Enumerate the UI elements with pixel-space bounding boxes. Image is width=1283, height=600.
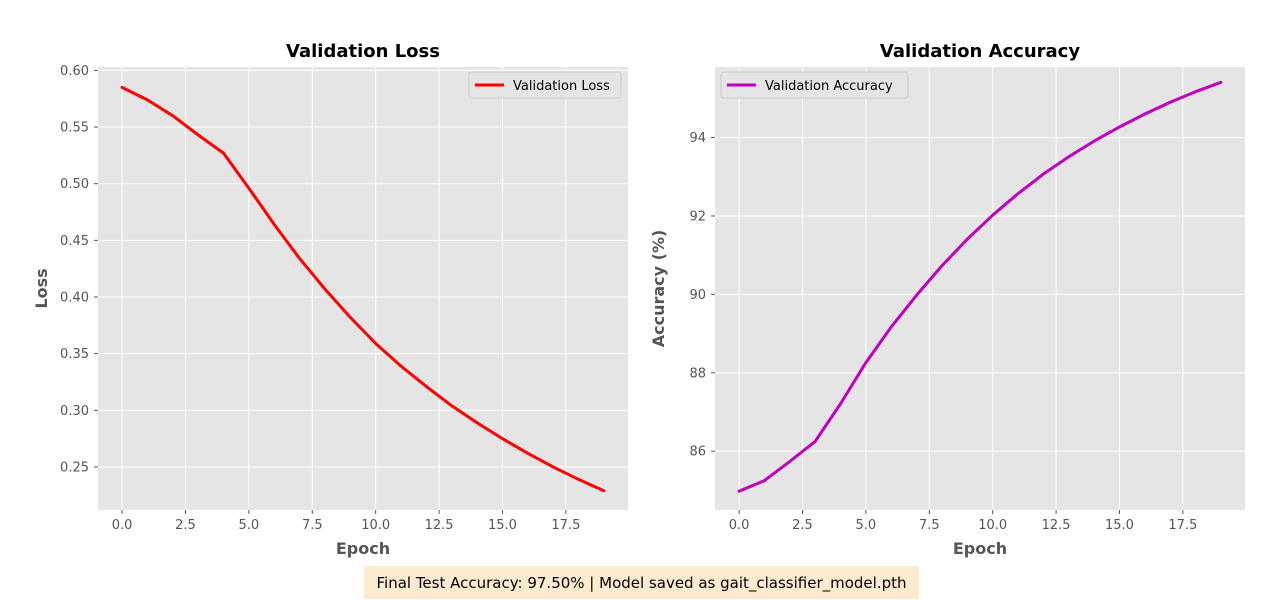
series-line-1 (120, 85, 606, 493)
y-tick-label: 0.45 (60, 234, 89, 249)
legend: Validation Accuracy (720, 71, 909, 99)
y-tick-label: 92 (689, 209, 706, 224)
x-tick-label: 7.5 (302, 518, 323, 533)
x-tick-label: 0.0 (112, 518, 133, 533)
series-line-1 (737, 80, 1223, 493)
y-tick-label: 94 (689, 131, 706, 146)
y-tick-label: 90 (689, 288, 706, 303)
x-tick-label: 5.0 (239, 518, 260, 533)
plot-area (98, 67, 628, 510)
status-footer: Final Test Accuracy: 97.50% | Model save… (364, 566, 919, 599)
y-tick-label: 0.25 (60, 460, 89, 475)
y-tick-label: 0.60 (60, 64, 89, 79)
y-axis-label: Loss (32, 268, 51, 308)
y-axis-label: Accuracy (%) (649, 230, 668, 348)
y-tick-label: 88 (689, 366, 706, 381)
status-footer-text: Final Test Accuracy: 97.50% | Model save… (376, 573, 907, 592)
y-tick-label: 0.30 (60, 404, 89, 419)
legend-box (720, 71, 909, 99)
y-tick-label: 0.55 (60, 121, 89, 136)
y-tick-label: 86 (689, 445, 706, 460)
legend: Validation Loss (468, 71, 622, 99)
chart-title: Validation Loss (286, 41, 440, 62)
x-tick-label: 15.0 (1105, 518, 1134, 533)
x-tick-label: 5.0 (856, 518, 877, 533)
x-tick-label: 12.5 (1042, 518, 1071, 533)
plot-area (715, 67, 1245, 510)
y-tick-label: 0.40 (60, 290, 89, 305)
y-tick-label: 0.50 (60, 177, 89, 192)
x-axis-label: Epoch (953, 539, 1007, 558)
x-tick-label: 15.0 (488, 518, 517, 533)
x-tick-label: 10.0 (361, 518, 390, 533)
legend-label: Validation Loss (513, 79, 610, 94)
x-tick-label: 0.0 (729, 518, 750, 533)
chart-panel-2: 0.0 2.5 5.0 7.5 10.0 12.5 15.0 17.5 86 88 90 92 94 Va… (649, 41, 1245, 558)
x-tick-label: 2.5 (175, 518, 196, 533)
y-tick-label: 0.35 (60, 347, 89, 362)
legend-label: Validation Accuracy (765, 79, 893, 94)
chart-panel-1: 0.0 2.5 5.0 7.5 10.0 12.5 15.0 17.5 0.25 0.30 0.35… (32, 41, 628, 558)
x-tick-label: 10.0 (978, 518, 1007, 533)
x-axis-label: Epoch (336, 539, 390, 558)
x-tick-label: 12.5 (425, 518, 454, 533)
figure: 0.0 2.5 5.0 7.5 10.0 12.5 15.0 17.5 0.25 0.30 0.35… (32, 41, 1245, 558)
x-tick-label: 17.5 (1168, 518, 1197, 533)
x-tick-label: 7.5 (919, 518, 940, 533)
x-tick-label: 17.5 (551, 518, 580, 533)
chart-title: Validation Accuracy (880, 41, 1080, 62)
x-tick-label: 2.5 (792, 518, 813, 533)
legend-box (468, 71, 622, 99)
